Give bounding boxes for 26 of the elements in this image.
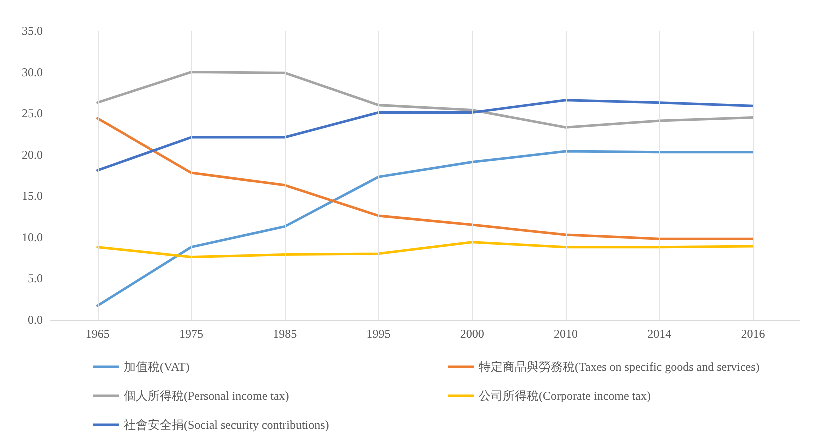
x-tick-label: 2010 <box>554 327 578 341</box>
legend-label: 加值稅(VAT) <box>124 360 190 374</box>
y-tick-label: 15.0 <box>22 189 43 204</box>
legend-label: 個人所得稅(Personal income tax) <box>124 389 290 403</box>
y-tick-label: 5.0 <box>28 272 43 286</box>
y-tick-label: 10.0 <box>22 230 43 244</box>
legend-label: 特定商品與勞務稅(Taxes on specific goods and services) <box>479 360 760 374</box>
y-tick-label: 35.0 <box>22 24 43 38</box>
x-tick-label: 2016 <box>741 327 766 341</box>
y-tick-label: 30.0 <box>22 65 43 80</box>
line-series <box>96 99 754 172</box>
x-tick-label: 1985 <box>273 327 298 341</box>
line-series <box>96 241 754 258</box>
legend-label: 公司所得稅(Corporate income tax) <box>479 389 651 403</box>
x-tick-label: 1995 <box>366 327 391 341</box>
line-series <box>96 150 754 308</box>
x-tick-label: 1975 <box>179 327 204 341</box>
x-tick-label: 2000 <box>460 327 484 341</box>
x-tick-label: 1965 <box>86 327 110 341</box>
y-tick-label: 0.0 <box>28 313 43 327</box>
legend-label: 社會安全捐(Social security contributions) <box>124 418 330 432</box>
y-tick-label: 20.0 <box>22 148 43 162</box>
y-tick-label: 25.0 <box>22 106 43 121</box>
line-series <box>96 71 754 129</box>
line-series <box>96 117 754 240</box>
x-tick-label: 2014 <box>648 327 672 341</box>
